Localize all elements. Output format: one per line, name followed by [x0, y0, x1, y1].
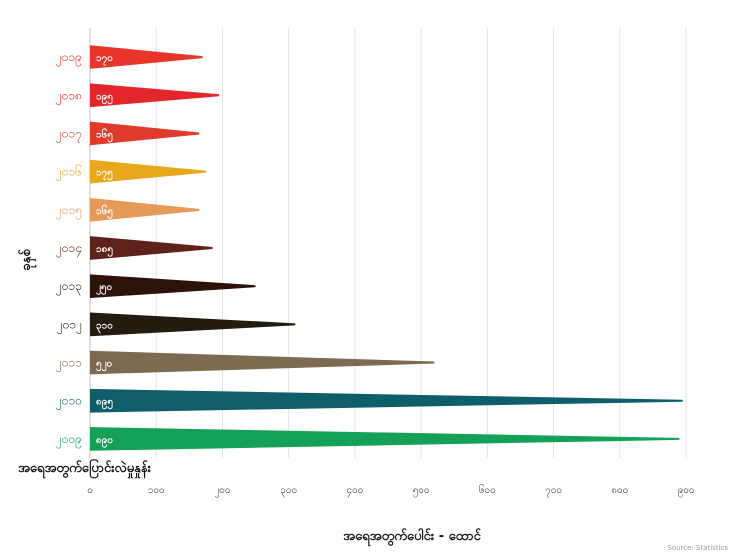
- category-label: ၂၀၁၈: [56, 88, 82, 105]
- corner-label: အရေအတွက်ပြောင်းလဲမှုနှုန်း: [18, 458, 152, 479]
- bar: [90, 389, 683, 413]
- category-label: ၂၀၁၂: [57, 317, 82, 334]
- x-tick-label: ၃၀၀: [280, 485, 297, 498]
- x-tick-label: ၄၀၀: [346, 485, 363, 498]
- category-label: ၂၀၁၃: [56, 279, 82, 296]
- category-label: ၂၀၁၉: [56, 50, 82, 67]
- category-label: ၂၀၁၀: [56, 394, 82, 411]
- y-axis-title: ခုနှစ်: [17, 249, 37, 271]
- x-tick-labels: ၀ ၁၀၀ ၂၀၀ ၃၀၀ ၄၀၀ ၅၀၀ ၆၀၀ ၇၀၀ ၈၀၀ ၉၀၀: [87, 483, 694, 498]
- x-tick-label: ၆၀၀: [479, 483, 496, 496]
- category-label: ၂၀၁၆: [56, 164, 82, 182]
- x-axis-title: အရေအတွက်ပေါင်း - ထောင်: [343, 527, 481, 547]
- bar: [90, 351, 434, 375]
- category-label: ၂၀၁၇: [56, 126, 82, 143]
- bars-group: [90, 45, 683, 450]
- bar: [90, 313, 295, 337]
- bar: [90, 274, 256, 298]
- x-tick-label: ၁၀၀: [148, 485, 165, 496]
- source-credit: Source: Statistics: [667, 544, 728, 552]
- x-tick-label: ၈၀၀: [611, 485, 628, 496]
- x-tick-label: ၂၀၀: [214, 485, 230, 498]
- category-labels: ၂၀၁၉၂၀၁၈၂၀၁၇၂၀၁၆၂၀၁၅၂၀၁၄၂၀၁၃၂၀၁၂၂၀၁၁၂၀၁၀…: [56, 50, 82, 449]
- x-tick-label: ၇၀၀: [545, 485, 562, 498]
- category-label: ၂၀၁၁: [56, 356, 82, 373]
- bar: [90, 427, 679, 451]
- category-label: ၂၀၀၉: [56, 432, 82, 449]
- x-tick-label: ၉၀၀: [678, 485, 695, 498]
- category-label: ၂၀၁၅: [56, 203, 82, 220]
- x-tick-label: ၅၀၀: [413, 485, 430, 498]
- category-label: ၂၀၁၄: [56, 241, 82, 258]
- x-tick-label: ၀: [87, 485, 93, 496]
